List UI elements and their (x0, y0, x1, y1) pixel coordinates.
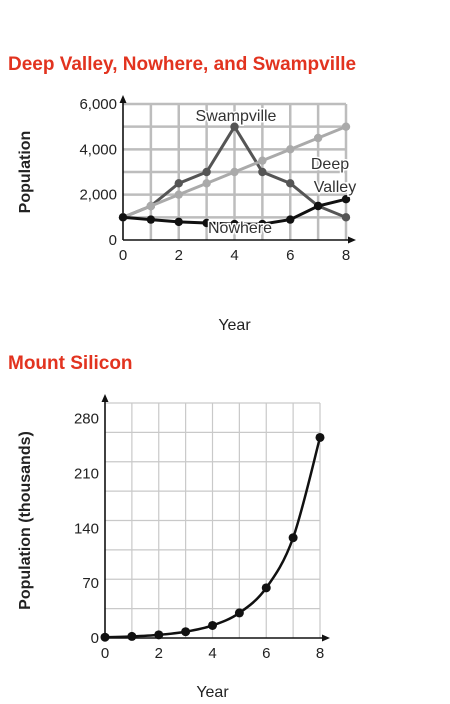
data-point (202, 179, 211, 188)
data-point (100, 632, 110, 642)
data-point (341, 195, 351, 204)
data-point (341, 122, 351, 131)
x-tick-label: 4 (208, 645, 216, 662)
data-point (261, 583, 271, 593)
data-point (174, 179, 183, 188)
data-point (202, 167, 211, 177)
y-tick-label: 210 (74, 466, 99, 483)
data-point (230, 122, 239, 131)
chart-title-towns: Deep Valley, Nowhere, and Swampville (8, 54, 357, 75)
data-point (286, 145, 295, 154)
y-tick-label: 70 (82, 575, 99, 592)
data-point (315, 432, 325, 442)
data-point (174, 190, 183, 199)
data-point (154, 630, 164, 640)
series-label: Deep (311, 156, 349, 173)
x-axis-label: Year (196, 684, 229, 701)
y-axis-label: Population (thousands) (17, 431, 34, 610)
towns-population-chart: 0 2 4 6 8 0 2,000 4,000 6,000 Year Population Swamp… (17, 95, 358, 334)
y-tick-label: 6,000 (79, 96, 117, 113)
y-tick-label: 4,000 (79, 141, 117, 158)
x-axis-arrow (322, 634, 330, 642)
data-point (258, 219, 267, 229)
data-point (341, 213, 351, 222)
y-axis-arrow (101, 394, 109, 402)
series-label: Nowhere (208, 220, 272, 237)
data-point (181, 627, 191, 637)
x-tick-label: 0 (119, 247, 127, 264)
data-point (258, 167, 267, 177)
x-tick-label: 8 (316, 645, 324, 662)
y-axis-arrow (119, 95, 127, 103)
series-label: Valley (314, 179, 356, 196)
x-axis-label: Year (218, 317, 251, 334)
x-tick-label: 8 (342, 247, 350, 264)
y-axis-label: Population (17, 131, 34, 214)
data-point (208, 620, 217, 630)
data-point (313, 133, 323, 143)
data-point (174, 217, 183, 227)
x-tick-label: 0 (101, 645, 109, 662)
x-tick-label: 4 (230, 247, 238, 264)
y-tick-label: 2,000 (79, 187, 117, 204)
data-point (118, 213, 128, 222)
data-point (286, 215, 295, 224)
data-point (202, 218, 211, 228)
y-tick-label: 140 (74, 520, 99, 537)
series-label: Swampville (196, 108, 277, 125)
data-point (146, 215, 156, 224)
data-point (234, 608, 244, 618)
chart-title-mount-silicon: Mount Silicon (8, 353, 133, 374)
x-tick-label: 2 (175, 247, 183, 264)
data-point (230, 167, 239, 177)
data-point (313, 201, 323, 211)
y-tick-label: 0 (91, 630, 99, 647)
x-axis-arrow (348, 236, 356, 244)
data-point (230, 219, 239, 229)
data-point (258, 156, 267, 165)
x-tick-label: 6 (286, 247, 294, 264)
x-tick-label: 6 (262, 645, 270, 662)
y-tick-label: 280 (74, 411, 99, 428)
data-point (127, 631, 137, 641)
data-point (288, 533, 298, 543)
data-point (146, 201, 156, 211)
x-tick-label: 2 (155, 645, 163, 662)
y-tick-label: 0 (109, 232, 117, 249)
data-point (286, 179, 295, 188)
